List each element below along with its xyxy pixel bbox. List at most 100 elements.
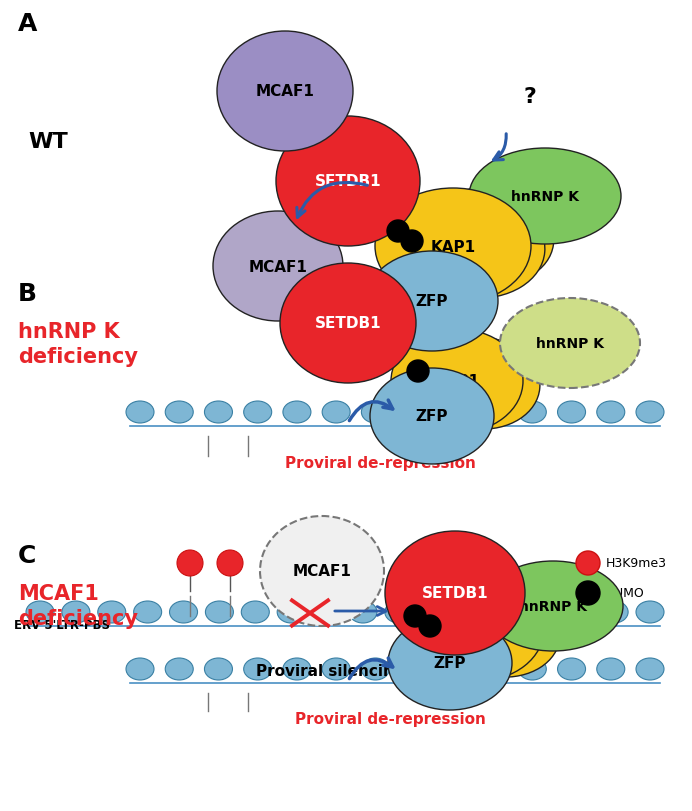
Ellipse shape [426,188,554,285]
Text: hnRNP K: hnRNP K [519,599,587,613]
Ellipse shape [518,401,546,423]
Ellipse shape [564,601,592,623]
Text: MCAF1
deficiency: MCAF1 deficiency [18,583,138,628]
Ellipse shape [280,264,416,384]
Ellipse shape [361,659,390,680]
FancyArrowPatch shape [349,659,392,679]
Ellipse shape [479,659,507,680]
Ellipse shape [276,117,420,247]
Ellipse shape [283,401,311,423]
Ellipse shape [385,531,525,655]
Text: Proviral de-repression: Proviral de-repression [284,456,475,471]
Ellipse shape [206,601,233,623]
Ellipse shape [217,32,353,152]
Text: hnRNP K: hnRNP K [511,190,579,204]
Ellipse shape [405,195,545,298]
Text: WT: WT [28,132,68,152]
Text: ERV 5'LTR-PBS: ERV 5'LTR-PBS [14,619,110,632]
Ellipse shape [313,601,341,623]
Text: hnRNP K
deficiency: hnRNP K deficiency [18,322,138,367]
Ellipse shape [444,589,560,677]
Circle shape [217,551,243,577]
Ellipse shape [260,517,384,626]
Text: Proviral silencing: Proviral silencing [255,663,404,679]
Ellipse shape [457,601,484,623]
Ellipse shape [493,601,520,623]
FancyArrowPatch shape [297,183,367,218]
Text: MCAF1: MCAF1 [255,84,314,100]
Ellipse shape [165,659,193,680]
Ellipse shape [98,601,126,623]
Ellipse shape [636,601,664,623]
Ellipse shape [126,401,154,423]
Ellipse shape [401,401,428,423]
Text: ZFP: ZFP [416,409,448,424]
Ellipse shape [366,251,498,351]
Circle shape [576,581,600,605]
Circle shape [419,616,441,637]
Ellipse shape [636,401,664,423]
Ellipse shape [483,561,623,651]
Ellipse shape [349,601,377,623]
Ellipse shape [401,659,428,680]
Ellipse shape [244,659,272,680]
Ellipse shape [134,601,162,623]
Text: ZFP: ZFP [416,294,448,309]
Text: ?: ? [524,87,536,107]
Circle shape [177,551,203,577]
Circle shape [407,361,429,383]
Text: SETDB1: SETDB1 [315,174,381,189]
Ellipse shape [600,601,628,623]
Ellipse shape [412,577,544,681]
Ellipse shape [597,401,625,423]
Ellipse shape [558,659,585,680]
Ellipse shape [242,601,269,623]
Ellipse shape [597,659,625,680]
Text: SETDB1: SETDB1 [421,586,489,601]
Ellipse shape [26,601,54,623]
Ellipse shape [204,659,233,680]
Ellipse shape [322,659,350,680]
Ellipse shape [420,337,540,430]
Text: SUMO: SUMO [606,587,644,600]
Text: H3K9me3: H3K9me3 [606,557,667,570]
Ellipse shape [277,601,305,623]
FancyArrowPatch shape [335,607,386,616]
Ellipse shape [126,659,154,680]
Ellipse shape [170,601,197,623]
Ellipse shape [385,601,413,623]
Circle shape [576,551,600,575]
Ellipse shape [518,659,546,680]
FancyArrowPatch shape [349,401,392,421]
Ellipse shape [375,189,531,305]
Ellipse shape [469,148,621,245]
Text: Proviral de-repression: Proviral de-repression [295,711,485,727]
Text: A: A [18,12,37,36]
Ellipse shape [636,659,664,680]
Circle shape [404,605,426,627]
Text: ZFP: ZFP [434,655,466,671]
Ellipse shape [204,401,233,423]
Text: hnRNP K: hnRNP K [536,337,604,350]
Text: KAP1: KAP1 [435,374,480,389]
Text: MCAF1: MCAF1 [293,564,352,579]
Ellipse shape [500,298,640,388]
Text: B: B [18,281,37,306]
Ellipse shape [529,601,556,623]
Text: MCAF1: MCAF1 [248,260,307,274]
Text: KAP1: KAP1 [455,622,500,637]
Ellipse shape [479,401,507,423]
Circle shape [401,230,423,253]
Ellipse shape [440,659,468,680]
FancyArrowPatch shape [493,135,507,161]
Ellipse shape [421,601,448,623]
Ellipse shape [283,659,311,680]
Text: KAP1: KAP1 [430,239,475,254]
Ellipse shape [244,401,272,423]
Ellipse shape [370,368,494,465]
Ellipse shape [165,401,193,423]
Ellipse shape [361,401,390,423]
Text: SETDB1: SETDB1 [315,316,381,331]
Ellipse shape [213,212,343,322]
Ellipse shape [558,401,585,423]
